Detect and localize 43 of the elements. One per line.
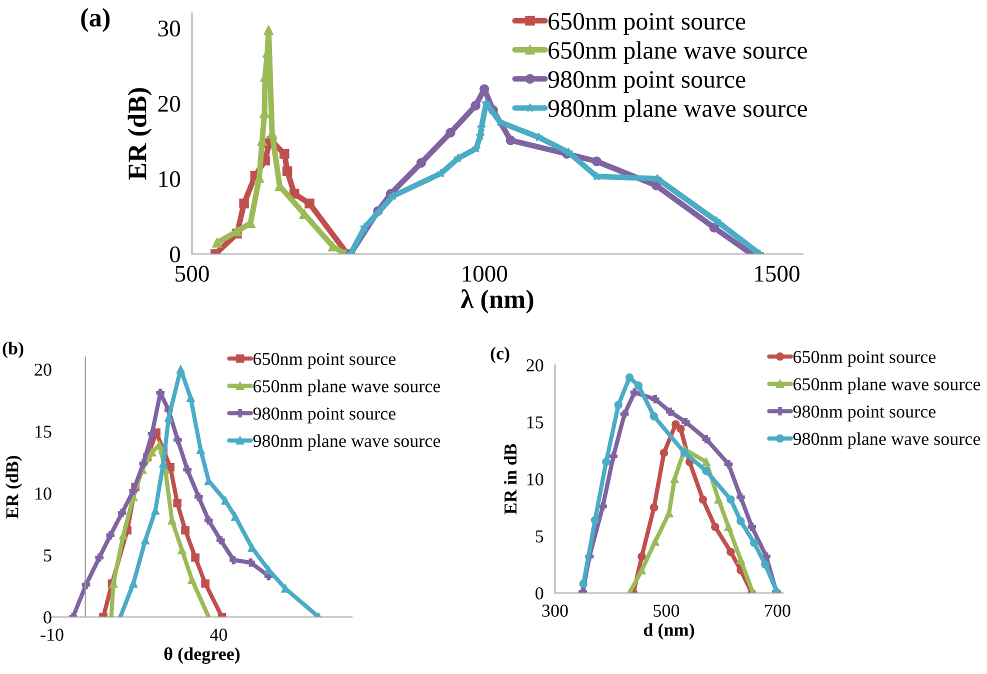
x-tick-label: 500	[176, 266, 209, 282]
legend-label: 980nm point source	[793, 405, 936, 422]
y-tick-label: 20	[34, 364, 52, 376]
y-tick-label: 0	[170, 246, 180, 262]
y-tick-label: 10	[159, 171, 180, 188]
legend-label: 980nm plane wave source	[253, 434, 440, 451]
x-axis-title: λ (nm)	[460, 289, 534, 314]
y-axis-title: ER (dB)	[6, 456, 22, 519]
x-axis-title: d (nm)	[644, 623, 694, 640]
legend-label: 650nm plane wave source	[548, 41, 807, 64]
legend-label: 980nm plane wave source	[793, 432, 980, 449]
y-tick-label: 15	[36, 426, 52, 438]
chart-title: (b)	[2, 342, 24, 358]
x-tick-label: 700	[765, 604, 790, 617]
legend-label: 650nm point source	[253, 352, 396, 369]
x-axis-title: θ (degree)	[164, 647, 240, 664]
y-axis-title: ER (dB)	[128, 88, 152, 180]
y-tick-label: 10	[527, 473, 544, 486]
y-tick-label: 10	[36, 487, 52, 500]
y-tick-label: 20	[526, 359, 544, 372]
x-tick-label: 500	[654, 604, 680, 617]
legend-label: 980nm point source	[253, 407, 396, 424]
x-tick-label: -10	[40, 628, 64, 641]
y-tick-label: 5	[536, 530, 544, 542]
y-tick-label: 20	[158, 96, 180, 112]
legend-label: 980nm point source	[548, 71, 746, 93]
legend-label: 650nm point source	[793, 350, 936, 367]
legend-label: 650nm point source	[548, 12, 746, 35]
chart-title: (a)	[81, 8, 110, 32]
y-tick-label: 5	[44, 550, 52, 562]
legend-label: 650nm plane wave source	[793, 378, 980, 394]
y-tick-label: 0	[44, 611, 52, 624]
x-tick-label: 1500	[755, 266, 800, 282]
x-tick-label: 300	[542, 604, 568, 617]
y-tick-label: 15	[527, 416, 544, 428]
x-tick-label: 40	[210, 628, 228, 641]
x-tick-label: 1000	[462, 266, 508, 282]
legend-label: 650nm plane wave source	[253, 380, 440, 396]
y-tick-label: 30	[158, 20, 180, 36]
y-tick-label: 0	[536, 587, 544, 600]
chart-title: (c)	[490, 346, 510, 364]
legend-label: 980nm plane wave source	[548, 99, 807, 122]
y-axis-title: ER in dB	[504, 444, 517, 514]
